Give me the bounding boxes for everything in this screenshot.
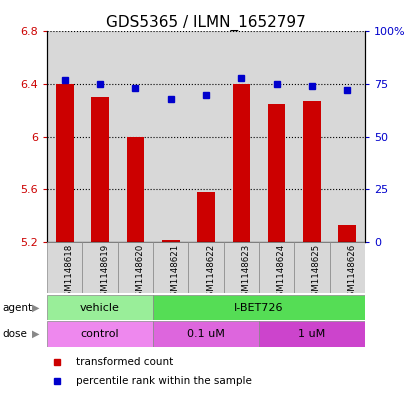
Bar bbox=[82, 242, 117, 293]
Bar bbox=[258, 31, 294, 242]
Text: ▶: ▶ bbox=[32, 303, 39, 312]
Text: GSM1148624: GSM1148624 bbox=[276, 244, 285, 302]
Text: vehicle: vehicle bbox=[80, 303, 120, 312]
Title: GDS5365 / ILMN_1652797: GDS5365 / ILMN_1652797 bbox=[106, 15, 305, 31]
Bar bbox=[117, 242, 153, 293]
Bar bbox=[47, 321, 153, 347]
Text: transformed count: transformed count bbox=[76, 357, 173, 367]
Bar bbox=[162, 241, 179, 242]
Text: dose: dose bbox=[2, 329, 27, 339]
Bar bbox=[153, 31, 188, 242]
Bar bbox=[153, 295, 364, 320]
Bar bbox=[337, 225, 355, 242]
Bar bbox=[223, 31, 258, 242]
Bar bbox=[329, 242, 364, 293]
Bar bbox=[294, 31, 329, 242]
Text: GSM1148622: GSM1148622 bbox=[206, 244, 214, 302]
Bar bbox=[126, 136, 144, 242]
Text: 1 uM: 1 uM bbox=[298, 329, 325, 339]
Bar bbox=[294, 242, 329, 293]
Text: 0.1 uM: 0.1 uM bbox=[187, 329, 225, 339]
Bar bbox=[258, 242, 294, 293]
Bar bbox=[188, 242, 223, 293]
Bar bbox=[302, 101, 320, 242]
Bar bbox=[188, 31, 223, 242]
Text: GSM1148623: GSM1148623 bbox=[241, 244, 250, 302]
Bar bbox=[232, 84, 249, 242]
Bar bbox=[117, 31, 153, 242]
Text: GSM1148619: GSM1148619 bbox=[100, 244, 109, 302]
Bar bbox=[153, 242, 188, 293]
Text: control: control bbox=[81, 329, 119, 339]
Text: GSM1148621: GSM1148621 bbox=[170, 244, 179, 302]
Bar bbox=[153, 321, 258, 347]
Bar bbox=[329, 31, 364, 242]
Text: GSM1148625: GSM1148625 bbox=[311, 244, 320, 302]
Bar bbox=[267, 104, 285, 242]
Bar bbox=[82, 31, 117, 242]
Bar bbox=[197, 192, 214, 242]
Bar bbox=[91, 97, 109, 242]
Text: GSM1148618: GSM1148618 bbox=[65, 244, 74, 302]
Text: ▶: ▶ bbox=[32, 329, 39, 339]
Text: I-BET726: I-BET726 bbox=[234, 303, 283, 312]
Bar bbox=[223, 242, 258, 293]
Text: percentile rank within the sample: percentile rank within the sample bbox=[76, 376, 251, 386]
Bar bbox=[56, 84, 74, 242]
Bar bbox=[258, 321, 364, 347]
Text: GSM1148626: GSM1148626 bbox=[346, 244, 355, 302]
Bar bbox=[47, 242, 82, 293]
Text: GSM1148620: GSM1148620 bbox=[135, 244, 144, 302]
Bar bbox=[47, 31, 82, 242]
Bar bbox=[47, 295, 153, 320]
Text: agent: agent bbox=[2, 303, 32, 312]
